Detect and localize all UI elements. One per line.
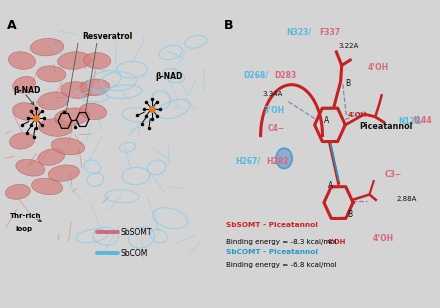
Text: 3.22A: 3.22A [338,43,359,49]
Text: N323/: N323/ [286,28,311,37]
Ellipse shape [58,52,91,69]
Text: 3ʼOH: 3ʼOH [264,106,285,115]
Circle shape [276,148,292,168]
Ellipse shape [84,52,111,69]
Text: SbCOM: SbCOM [120,249,147,258]
Text: B: B [345,79,350,88]
Text: B: B [347,210,352,219]
Text: H282: H282 [266,156,288,165]
Text: SbSOMT: SbSOMT [120,228,152,237]
Text: A: A [328,181,333,190]
Text: F337: F337 [319,28,341,37]
Text: β-NAD: β-NAD [156,72,183,81]
Text: Piceatannol: Piceatannol [359,122,412,131]
Text: 4ʼOH: 4ʼOH [373,234,394,243]
Ellipse shape [48,165,80,181]
Text: SbCOMT - Piceatannol: SbCOMT - Piceatannol [227,249,319,255]
Text: D268/: D268/ [244,71,268,80]
Text: Binding energy = -6.8 kcal/mol: Binding energy = -6.8 kcal/mol [227,262,337,268]
Text: 4ʼOH: 4ʼOH [367,63,389,72]
Text: C4−: C4− [268,124,285,133]
Ellipse shape [51,138,84,155]
Ellipse shape [55,108,90,126]
Ellipse shape [81,79,110,96]
Text: B: B [224,19,234,32]
Text: 4ʼOH: 4ʼOH [348,112,367,118]
Ellipse shape [80,103,106,120]
Ellipse shape [5,184,30,199]
Ellipse shape [61,82,92,98]
Ellipse shape [38,149,65,165]
Text: 2.88A: 2.88A [396,196,417,201]
Text: Resveratrol: Resveratrol [83,32,133,41]
Ellipse shape [39,119,72,136]
Ellipse shape [10,133,34,149]
Text: Thr-rich: Thr-rich [10,213,41,219]
Text: SbSOMT - Piceatannol: SbSOMT - Piceatannol [227,222,319,228]
Text: I144: I144 [413,116,432,125]
Text: A: A [323,116,329,125]
Text: loop: loop [16,226,33,232]
Ellipse shape [13,103,40,120]
Ellipse shape [8,52,36,69]
Text: Binding energy = -8.3 kcal/mol: Binding energy = -8.3 kcal/mol [227,239,337,245]
Ellipse shape [13,76,36,93]
Ellipse shape [38,92,69,110]
Text: 4ʼOH: 4ʼOH [326,239,346,245]
Ellipse shape [37,66,66,82]
Text: 3.34A: 3.34A [263,91,283,97]
Ellipse shape [16,159,45,176]
Text: H267/: H267/ [235,156,260,165]
Text: D283: D283 [275,71,297,80]
Ellipse shape [30,38,64,56]
Ellipse shape [31,178,63,195]
Text: N128/: N128/ [398,116,423,125]
Text: β-NAD: β-NAD [14,86,41,95]
Text: A: A [7,19,17,32]
Text: C3−: C3− [385,170,402,179]
